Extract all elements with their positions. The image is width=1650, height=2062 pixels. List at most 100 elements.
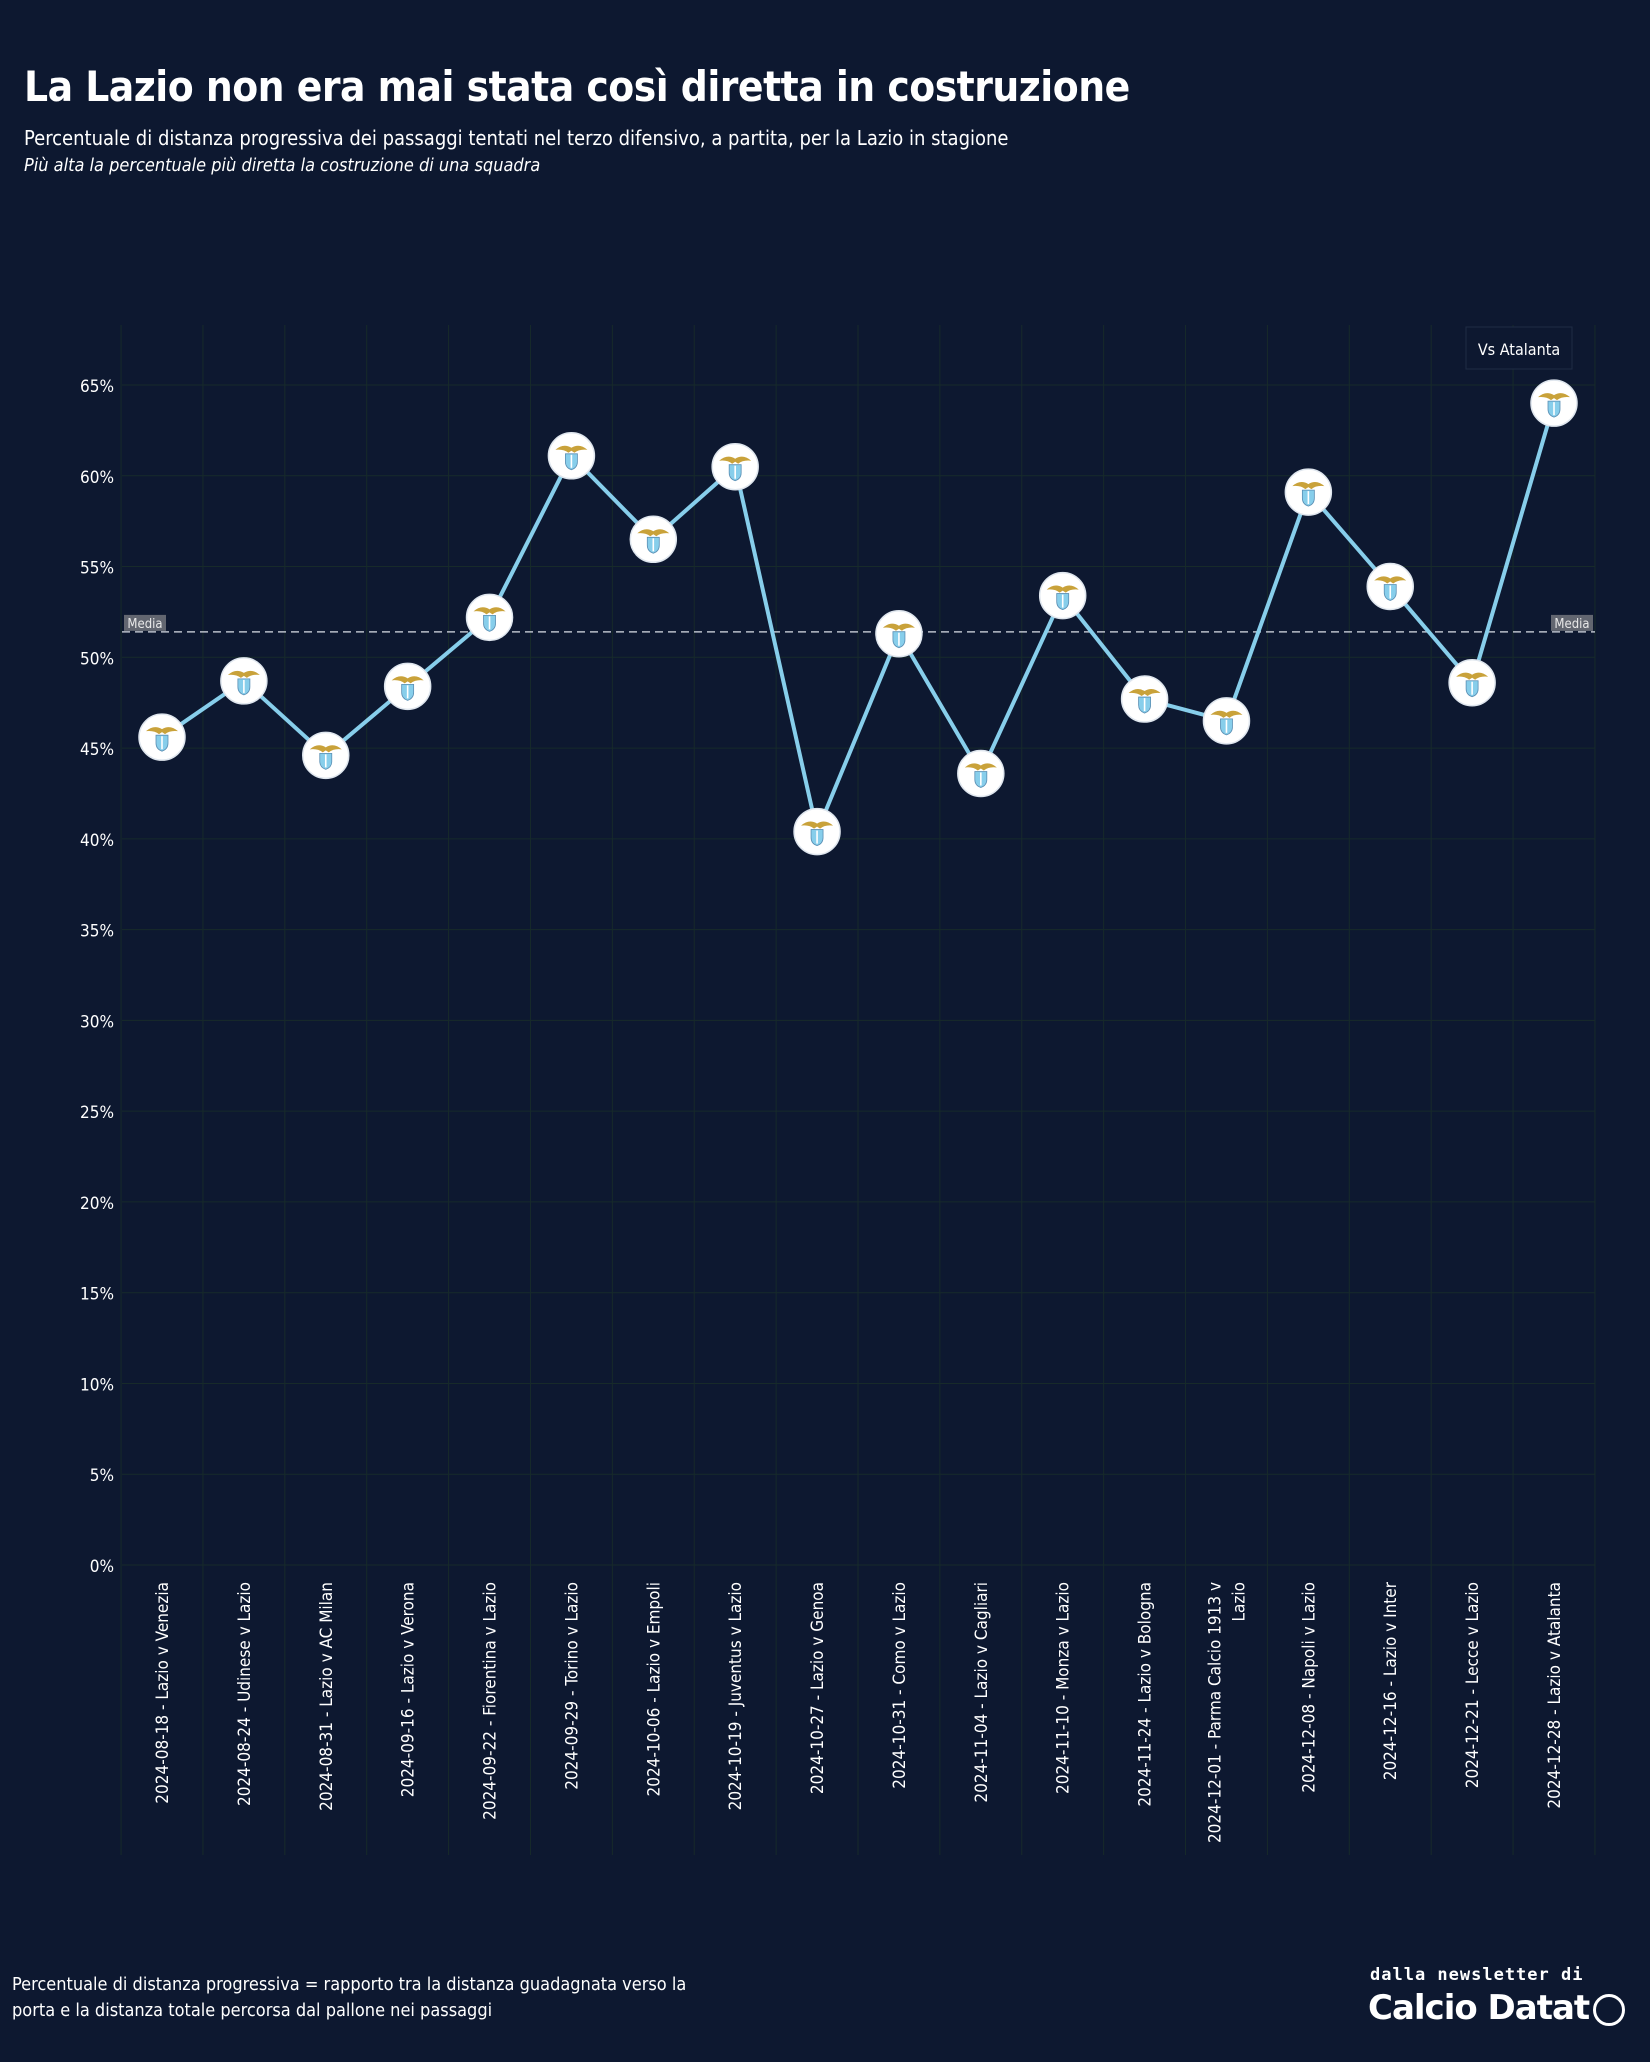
chart-subtitle: Percentuale di distanza progressiva dei …: [24, 126, 1009, 150]
eagle-icon: [555, 445, 588, 453]
data-point: [1202, 697, 1251, 745]
eagle-icon: [637, 529, 670, 537]
eagle-icon: [1538, 393, 1570, 401]
x-tick-label: 2024-11-04 - Lazio v Cagliari: [972, 1582, 992, 1803]
x-tick-label-line: 2024-11-04 - Lazio v Cagliari: [972, 1582, 992, 1803]
x-tick-label-line: 2024-09-22 - Fiorentina v Lazio: [481, 1582, 501, 1820]
x-tick-label: 2024-10-06 - Lazio v Empoli: [644, 1582, 664, 1797]
mean-label-box: [124, 614, 166, 631]
x-tick-label-line: 2024-12-01 - Parma Calcio 1913 v: [1205, 1582, 1225, 1843]
x-tick-label-line: 2024-12-08 - Napoli v Lazio: [1299, 1582, 1319, 1793]
football-icon: [1593, 1994, 1626, 2026]
y-tick-label: 0%: [90, 1557, 114, 1577]
chart-title: La Lazio non era mai stata così diretta …: [24, 62, 1130, 111]
eagle-icon: [1210, 710, 1243, 718]
x-tick-label-line: Lazio: [1229, 1582, 1249, 1622]
x-tick-label-line: 2024-08-18 - Lazio v Venezia: [153, 1582, 173, 1804]
x-tick-label-line: 2024-12-28 - Lazio v Atalanta: [1545, 1582, 1565, 1809]
mean-label-box: [1551, 614, 1593, 631]
eagle-icon: [719, 456, 752, 464]
x-tick-label-line: 2024-10-19 - Juventus v Lazio: [726, 1582, 746, 1810]
eagle-icon: [473, 607, 506, 615]
x-tick-label-line: 2024-09-16 - Lazio v Verona: [399, 1582, 419, 1797]
y-tick-label: 50%: [80, 649, 114, 669]
y-tick-label: 40%: [80, 831, 114, 851]
x-tick-label: 2024-12-01 - Parma Calcio 1913 v Lazio: [1205, 1582, 1249, 1843]
y-tick-label: 60%: [80, 468, 114, 488]
y-tick-label: 5%: [90, 1466, 114, 1486]
x-tick-label: 2024-09-16 - Lazio v Verona: [399, 1582, 419, 1797]
y-tick-label: 10%: [80, 1375, 114, 1395]
x-tick-label-line: 2024-12-21 - Lecce v Lazio: [1463, 1582, 1483, 1788]
data-point: [465, 593, 514, 642]
x-tick-label: 2024-09-29 - Torino v Lazio: [562, 1582, 582, 1790]
data-point: [1530, 379, 1578, 427]
y-tick-label: 55%: [80, 559, 114, 579]
y-tick-label: 30%: [80, 1012, 114, 1032]
eagle-icon: [882, 623, 915, 631]
x-tick-label-line: 2024-08-31 - Lazio v AC Milan: [317, 1582, 337, 1811]
data-point: [547, 432, 596, 480]
x-tick-label-line: 2024-10-27 - Lazio v Genoa: [808, 1582, 828, 1794]
eagle-icon: [146, 727, 178, 735]
data-point: [1366, 562, 1414, 611]
x-tick-label: 2024-12-08 - Napoli v Lazio: [1299, 1582, 1319, 1793]
eagle-icon: [1374, 576, 1407, 584]
x-tick-label: 2024-12-21 - Lecce v Lazio: [1463, 1582, 1483, 1788]
annotation-label: Vs Atalanta: [1478, 340, 1560, 359]
eagle-icon: [391, 676, 424, 684]
data-point: [711, 442, 759, 491]
x-tick-label: 2024-10-31 - Como v Lazio: [890, 1582, 910, 1789]
annotation-box: [1465, 326, 1573, 370]
x-tick-label: 2024-10-19 - Juventus v Lazio: [726, 1582, 746, 1810]
x-tick-label-line: 2024-11-10 - Monza v Lazio: [1054, 1582, 1074, 1794]
data-point: [1120, 675, 1169, 723]
mean-label: Media: [1554, 617, 1589, 632]
y-tick-label: 65%: [80, 377, 114, 397]
data-point: [793, 807, 841, 856]
x-tick-label-line: 2024-10-06 - Lazio v Empoli: [644, 1582, 664, 1797]
x-tick-label-line: 2024-10-31 - Como v Lazio: [890, 1582, 910, 1789]
data-point: [138, 713, 186, 761]
x-tick-label: 2024-11-24 - Lazio v Bologna: [1136, 1582, 1156, 1807]
x-tick-label: 2024-10-27 - Lazio v Genoa: [808, 1582, 828, 1794]
eagle-icon: [1128, 688, 1161, 697]
eagle-icon: [964, 763, 997, 771]
data-point: [1038, 571, 1087, 620]
data-point: [302, 731, 350, 780]
x-tick-label: 2024-08-31 - Lazio v AC Milan: [317, 1582, 337, 1811]
chart-note: Più alta la percentuale più diretta la c…: [24, 155, 541, 176]
x-tick-label: 2024-08-24 - Udinese v Lazio: [235, 1582, 255, 1806]
brand-logo: Calcio Datat: [1368, 1988, 1626, 2028]
x-tick-label: 2024-09-22 - Fiorentina v Lazio: [481, 1582, 501, 1820]
annotation: Vs Atalanta: [1465, 326, 1573, 370]
data-point: [629, 515, 678, 564]
eagle-icon: [1456, 672, 1489, 680]
y-tick-label: 15%: [80, 1285, 114, 1305]
x-tick-label: 2024-12-16 - Lazio v Inter: [1381, 1581, 1401, 1780]
x-tick-label: 2024-12-28 - Lazio v Atalanta: [1545, 1582, 1565, 1809]
y-tick-label: 20%: [80, 1194, 114, 1214]
y-tick-label: 45%: [80, 740, 114, 760]
eagle-icon: [1292, 482, 1325, 490]
data-point: [1448, 658, 1496, 707]
brand-tagline: dalla newsletter di: [1370, 1965, 1584, 1985]
eagle-icon: [227, 670, 260, 678]
x-tick-label-line: 2024-09-29 - Torino v Lazio: [562, 1582, 582, 1790]
footer-definition: Percentuale di distanza progressiva = ra…: [12, 1974, 687, 2021]
grid: [120, 325, 1596, 1855]
data-point: [383, 662, 432, 711]
x-tick-label-line: 2024-08-24 - Udinese v Lazio: [235, 1582, 255, 1806]
x-tick-label: 2024-08-18 - Lazio v Venezia: [153, 1582, 173, 1804]
data-point: [1284, 468, 1333, 516]
data-point: [957, 749, 1005, 798]
mean-label: Media: [127, 617, 162, 632]
x-tick-label-line: 2024-11-24 - Lazio v Bologna: [1136, 1582, 1156, 1807]
y-tick-label: 25%: [80, 1103, 114, 1123]
eagle-icon: [801, 821, 834, 829]
y-tick-label: 35%: [80, 922, 114, 942]
eagle-icon: [309, 745, 342, 753]
data-point: [220, 657, 268, 705]
data-point: [875, 609, 923, 658]
